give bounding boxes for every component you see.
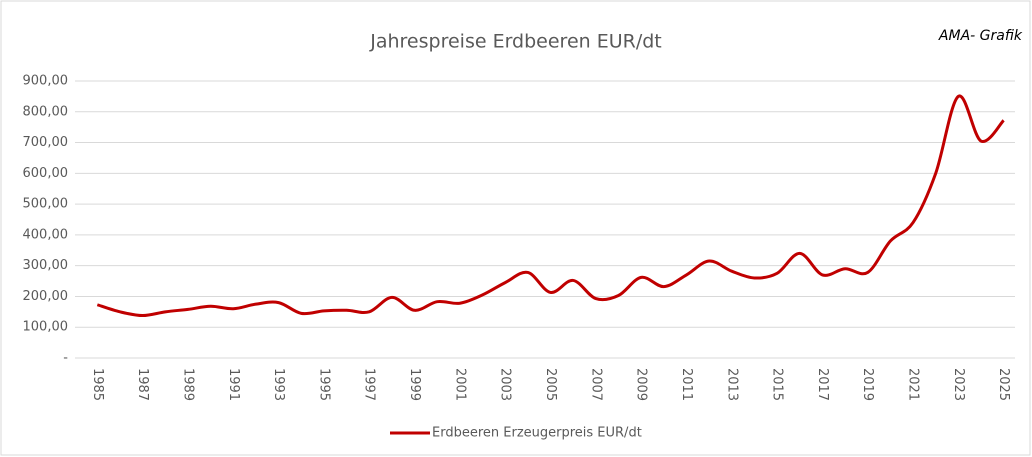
x-tick-label: 1991 (226, 368, 241, 401)
x-tick-label: 2011 (679, 368, 694, 401)
x-tick-label: 1993 (271, 368, 286, 401)
x-tick-label: 1989 (180, 368, 195, 401)
x-tick-label: 1997 (362, 368, 377, 401)
y-tick-label: 100,00 (23, 320, 69, 335)
y-tick-label: 400,00 (23, 227, 69, 242)
x-tick-label: 2025 (996, 368, 1011, 401)
x-tick-label: 2005 (543, 368, 558, 401)
x-tick-label: 2019 (860, 368, 875, 401)
x-tick-label: 1987 (135, 368, 150, 401)
chart-title: Jahrespreise Erdbeeren EUR/dt (369, 31, 662, 53)
x-tick-label: 2017 (815, 368, 830, 401)
x-tick-label: 2009 (634, 368, 649, 401)
x-tick-label: 2003 (498, 368, 513, 401)
y-tick-label: 600,00 (23, 166, 69, 181)
y-tick-label: 300,00 (23, 258, 69, 273)
x-tick-label: 2015 (770, 368, 785, 401)
line (96, 94, 1005, 318)
x-tick-label: 1985 (90, 368, 105, 401)
annotation: AMA- Grafik (938, 28, 1023, 44)
y-tick-label: 500,00 (23, 197, 69, 212)
y-tick-label: - (63, 351, 68, 366)
x-tick-label: 2023 (951, 368, 966, 401)
x-tick-label: 2007 (588, 368, 603, 401)
x-tick-label: 1995 (316, 368, 331, 401)
y-tick-label: 900,00 (23, 74, 69, 89)
x-tick-label: 1999 (407, 368, 422, 401)
x-tick-label: 2001 (452, 368, 467, 401)
y-tick-label: 800,00 (23, 104, 69, 119)
y-tick-label: 200,00 (23, 289, 69, 304)
legend-label: Erdbeeren Erzeugerpreis EUR/dt (432, 426, 642, 441)
x-tick-label: 2013 (724, 368, 739, 401)
y-tick-label: 700,00 (23, 135, 69, 150)
x-tick-label: 2021 (906, 368, 921, 401)
